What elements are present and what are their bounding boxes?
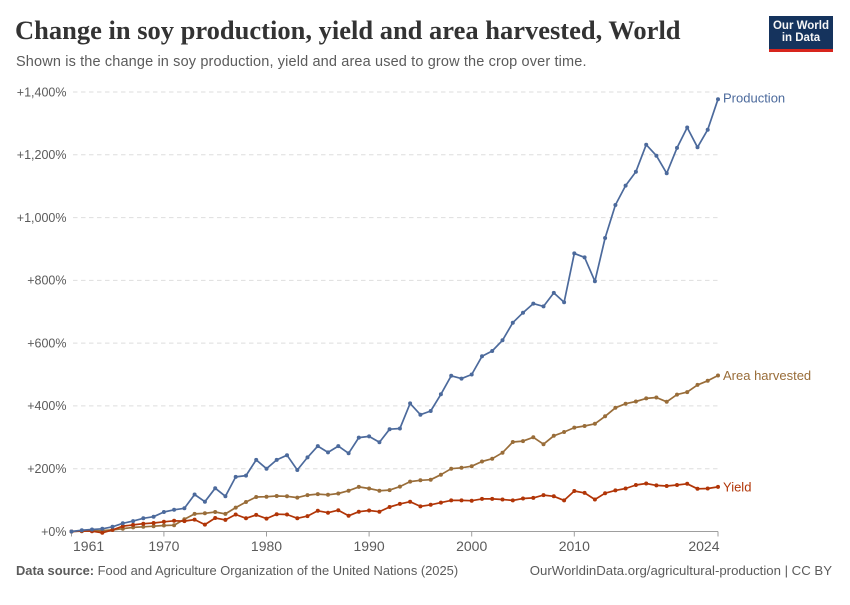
svg-text:Yield: Yield — [723, 480, 751, 495]
svg-text:+0%: +0% — [41, 525, 66, 539]
svg-text:+1,400%: +1,400% — [17, 85, 67, 99]
svg-text:+200%: +200% — [27, 462, 66, 476]
svg-text:+1,200%: +1,200% — [17, 148, 67, 162]
svg-text:2000: 2000 — [456, 538, 487, 554]
svg-text:+800%: +800% — [27, 274, 66, 288]
svg-text:+400%: +400% — [27, 399, 66, 413]
svg-text:1980: 1980 — [251, 538, 282, 554]
svg-text:+1,000%: +1,000% — [17, 211, 67, 225]
svg-text:Area harvested: Area harvested — [723, 368, 811, 383]
svg-text:1990: 1990 — [354, 538, 385, 554]
svg-text:1970: 1970 — [148, 538, 179, 554]
svg-text:1961: 1961 — [73, 538, 104, 554]
svg-text:2024: 2024 — [688, 538, 719, 554]
svg-text:+600%: +600% — [27, 336, 66, 350]
svg-text:Production: Production — [723, 91, 785, 106]
svg-text:2010: 2010 — [559, 538, 590, 554]
